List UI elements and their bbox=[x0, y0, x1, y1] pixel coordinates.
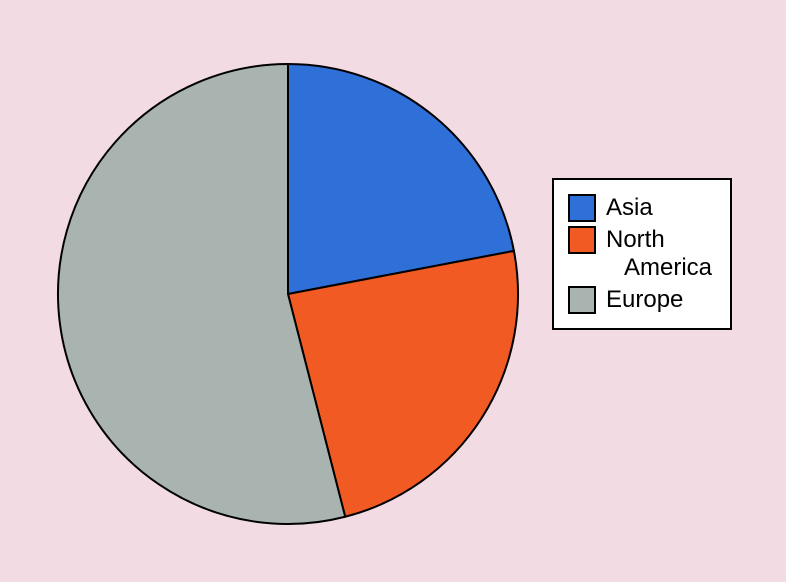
legend-item-europe: Europe bbox=[568, 286, 712, 314]
legend-item-asia: Asia bbox=[568, 194, 712, 222]
legend-label: NorthAmerica bbox=[606, 226, 712, 282]
legend-swatch bbox=[568, 286, 596, 314]
chart-canvas: Asia NorthAmerica Europe bbox=[0, 0, 786, 582]
legend-swatch bbox=[568, 226, 596, 254]
legend: Asia NorthAmerica Europe bbox=[552, 178, 732, 330]
legend-label: Europe bbox=[606, 286, 683, 314]
legend-label: Asia bbox=[606, 194, 653, 222]
pie-chart bbox=[54, 60, 522, 533]
legend-swatch bbox=[568, 194, 596, 222]
legend-item-north: NorthAmerica bbox=[568, 226, 712, 282]
